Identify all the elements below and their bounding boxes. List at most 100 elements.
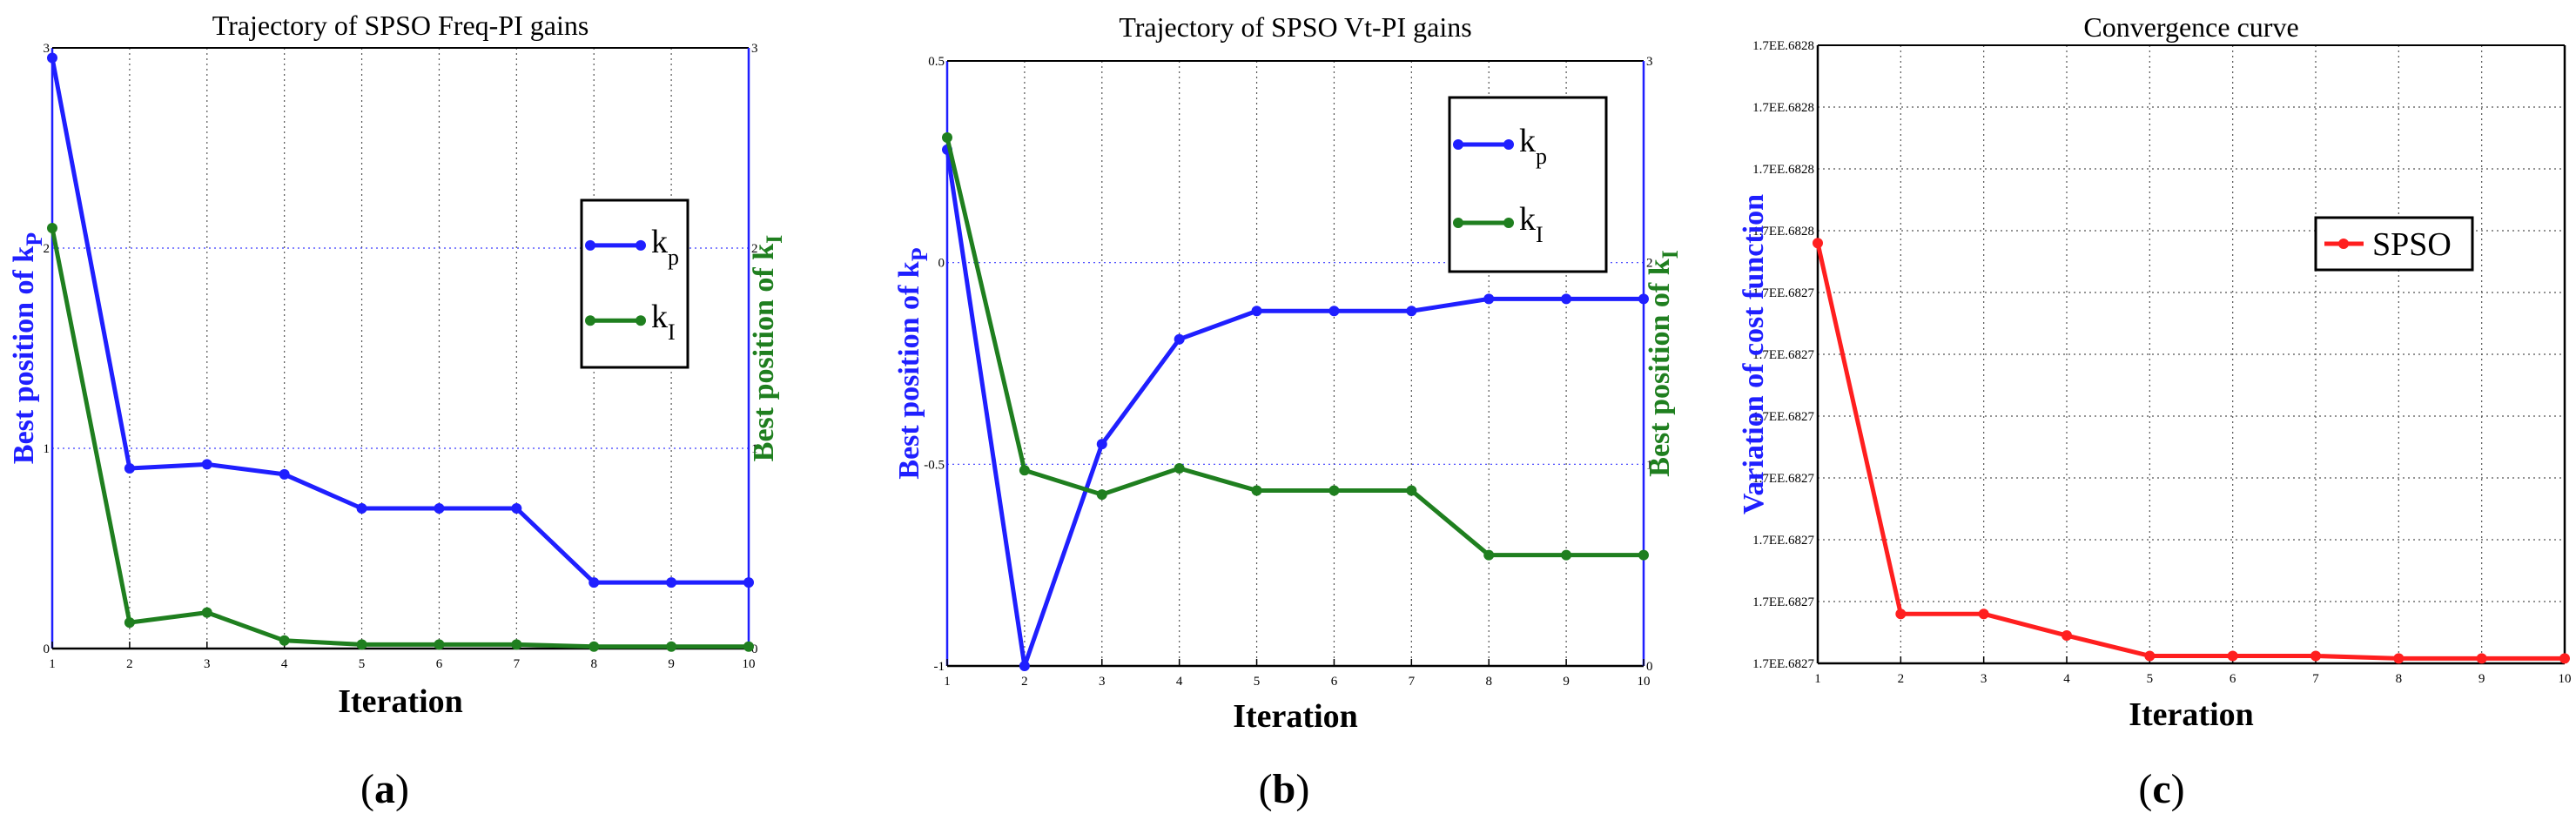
x-tick-label: 9 bbox=[2478, 672, 2485, 686]
data-point bbox=[589, 577, 600, 588]
data-point bbox=[1251, 306, 1262, 317]
caption-letter: b bbox=[1273, 766, 1296, 812]
data-point bbox=[743, 641, 754, 652]
caption-letter: c bbox=[2152, 766, 2170, 812]
legend-box bbox=[2314, 216, 2474, 272]
y-left-label-main: Best position of k bbox=[893, 261, 925, 479]
data-point bbox=[47, 223, 57, 233]
x-tick-label: 2 bbox=[1021, 675, 1028, 689]
panel-caption: (b) bbox=[1259, 766, 1310, 812]
caption-open: ( bbox=[2138, 766, 2152, 812]
x-tick-label: 2 bbox=[1898, 672, 1905, 686]
x-tick-label: 8 bbox=[590, 657, 597, 671]
y-left-tick-label: 0.5 bbox=[928, 55, 945, 69]
panel-caption: (a) bbox=[360, 766, 409, 812]
legend-label-sub: I bbox=[1536, 222, 1544, 247]
y-right-tick-label: 1 bbox=[1646, 458, 1653, 472]
legend-marker bbox=[1503, 139, 1514, 150]
chart-title: Trajectory of SPSO Vt-PI gains bbox=[1119, 11, 1471, 43]
legend-label: kI bbox=[1519, 201, 1544, 247]
caption-open: ( bbox=[360, 766, 374, 812]
data-point bbox=[589, 641, 600, 652]
legend-marker bbox=[1453, 218, 1463, 228]
y-left-label-group: Best position of kP bbox=[893, 247, 932, 479]
y-left-tick-label: 2 bbox=[44, 242, 50, 256]
y-left-axis-label: Best position of kP bbox=[8, 232, 47, 464]
series-line-1 bbox=[50, 227, 749, 649]
x-tick-label: 8 bbox=[1485, 675, 1492, 689]
y-right-label-main: Best position of k bbox=[748, 244, 780, 461]
y-right-tick-label: 2 bbox=[1646, 257, 1653, 271]
x-tick-label: 5 bbox=[359, 657, 366, 671]
y-left-axis-label: Variation of cost function bbox=[1738, 194, 1770, 514]
y-left-tick-label: 0 bbox=[44, 642, 50, 656]
data-point bbox=[434, 503, 445, 514]
data-point bbox=[2559, 653, 2570, 664]
y-right-axis-label: Best position of kI bbox=[1644, 250, 1683, 476]
legend: SPSO bbox=[2314, 216, 2474, 272]
x-tick-label: 6 bbox=[2230, 672, 2236, 686]
data-point bbox=[356, 639, 367, 650]
legend-box bbox=[1448, 96, 1608, 273]
x-tick-label: 3 bbox=[1099, 675, 1106, 689]
data-point bbox=[1638, 549, 1649, 561]
legend-marker bbox=[585, 239, 595, 251]
y-right-tick-label: 3 bbox=[1646, 55, 1653, 69]
x-tick-label: 5 bbox=[1254, 675, 1261, 689]
x-tick-label: 4 bbox=[281, 657, 288, 671]
data-point bbox=[942, 132, 952, 144]
x-tick-label: 7 bbox=[514, 657, 521, 671]
data-point bbox=[1895, 608, 1907, 620]
caption-close: ) bbox=[1295, 766, 1309, 812]
x-tick-label: 6 bbox=[1331, 675, 1338, 689]
data-point bbox=[1174, 462, 1185, 474]
data-point bbox=[1096, 439, 1107, 450]
data-point bbox=[201, 459, 212, 470]
data-point bbox=[511, 503, 522, 514]
chart-title: Convergence curve bbox=[2083, 11, 2298, 43]
data-point bbox=[1483, 293, 1495, 305]
x-tick-label: 2 bbox=[126, 657, 133, 671]
x-tick-label: 1 bbox=[49, 657, 56, 671]
x-tick-label: 10 bbox=[1638, 675, 1651, 689]
data-point bbox=[1174, 333, 1185, 345]
x-tick-label: 6 bbox=[436, 657, 443, 671]
y-left-tick-label: 1.7EE.6828 bbox=[1752, 163, 1814, 177]
y-left-tick-label: 0 bbox=[938, 257, 945, 271]
y-left-tick-label: 1.7EE.6827 bbox=[1752, 286, 1814, 300]
data-point bbox=[2310, 650, 2321, 662]
data-point bbox=[1406, 485, 1417, 496]
x-tick-label: 7 bbox=[1409, 675, 1416, 689]
x-tick-label: 3 bbox=[204, 657, 211, 671]
chart-title: Trajectory of SPSO Freq-PI gains bbox=[212, 10, 589, 41]
x-tick-label: 4 bbox=[2063, 672, 2070, 686]
x-tick-label: 4 bbox=[1176, 675, 1183, 689]
legend-marker bbox=[585, 315, 595, 326]
y-left-tick-label: 1.7EE.6827 bbox=[1752, 657, 1814, 671]
y-left-tick-label: 1.7EE.6827 bbox=[1752, 595, 1814, 609]
data-point bbox=[124, 617, 135, 629]
data-point bbox=[1096, 489, 1107, 501]
y-left-label-group: Best position of kP bbox=[8, 232, 47, 464]
data-point bbox=[279, 635, 290, 646]
legend-marker bbox=[636, 239, 646, 251]
caption-open: ( bbox=[1259, 766, 1273, 812]
x-tick-label: 1 bbox=[1814, 672, 1821, 686]
data-point bbox=[2061, 630, 2072, 642]
y-left-tick-label: 1.7EE.6828 bbox=[1752, 101, 1814, 115]
data-point bbox=[1561, 549, 1572, 561]
data-point bbox=[434, 639, 445, 650]
panel-caption: (c) bbox=[2138, 766, 2184, 812]
y-left-tick-label: 1.7EE.6827 bbox=[1752, 534, 1814, 548]
data-point bbox=[2393, 653, 2404, 664]
legend-label-main: k bbox=[651, 299, 668, 335]
y-right-tick-label: 1 bbox=[751, 442, 758, 456]
y-right-label-sub: I bbox=[762, 235, 787, 244]
data-point bbox=[1328, 485, 1340, 496]
data-point bbox=[279, 468, 290, 480]
x-tick-label: 10 bbox=[2559, 672, 2572, 686]
y-left-label-sub: P bbox=[907, 247, 932, 261]
y-left-tick-label: 1.7EE.6827 bbox=[1752, 410, 1814, 424]
caption-letter: a bbox=[374, 766, 395, 812]
